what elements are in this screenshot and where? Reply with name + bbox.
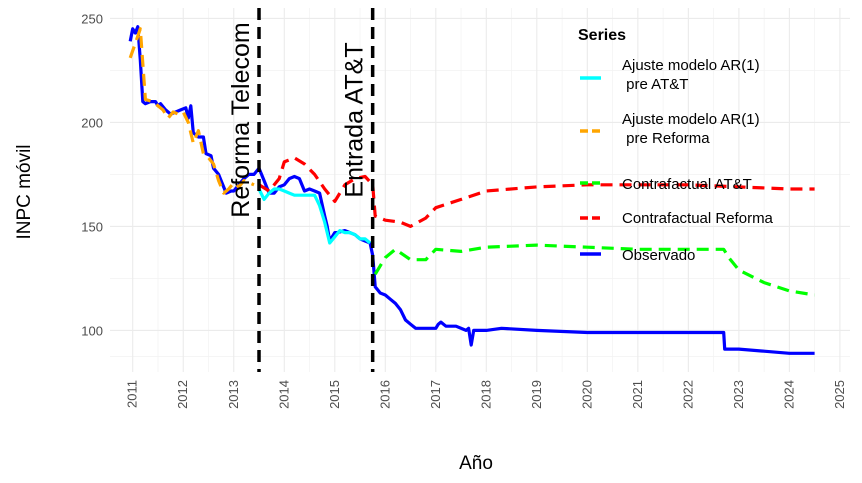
legend-label-1: Ajuste modelo AR(1) xyxy=(622,57,760,74)
x-tick-label: 2020 xyxy=(579,380,594,409)
event-label-1: Reforma Telecom xyxy=(227,22,255,217)
x-tick-label: 2013 xyxy=(226,380,241,409)
vline-layer: Reforma Telecom Entrada AT&T xyxy=(227,8,375,372)
x-tick-label: 2012 xyxy=(175,380,190,409)
y-tick-label: 100 xyxy=(81,323,103,338)
x-tick-label: 2019 xyxy=(529,380,544,409)
event-label-2: Entrada AT&T xyxy=(341,42,369,197)
legend-label-2: Ajuste modelo AR(1) xyxy=(622,111,760,128)
x-tick-label: 2024 xyxy=(781,380,796,409)
x-tick-label: 2017 xyxy=(428,380,443,409)
x-axis: 2011 2012 2013 2014 2015 2016 2017 2018 2019 2020… xyxy=(125,380,847,409)
legend-title: Series xyxy=(578,27,626,44)
y-tick-label: 150 xyxy=(81,219,103,234)
x-tick-label: 2014 xyxy=(276,380,291,409)
legend-label-1: pre AT&T xyxy=(622,76,688,93)
legend-label-3: Contrafactual AT&T xyxy=(622,176,752,193)
series-line-1 xyxy=(257,187,372,245)
y-axis-title: INPC móvil xyxy=(14,144,35,239)
series-line-3 xyxy=(373,243,815,297)
x-tick-label: 2011 xyxy=(125,380,140,408)
x-tick-label: 2016 xyxy=(377,380,392,409)
y-axis: 100 150 200 250 xyxy=(81,11,103,338)
x-tick-label: 2025 xyxy=(832,380,847,409)
x-axis-title: Año xyxy=(459,453,493,474)
x-tick-label: 2015 xyxy=(327,380,342,409)
series-layer xyxy=(128,25,815,355)
legend-label-5: Observado xyxy=(622,247,695,264)
x-tick-label: 2023 xyxy=(731,380,746,409)
legend-label-4: Contrafactual Reforma xyxy=(622,210,774,227)
y-tick-label: 250 xyxy=(81,11,103,26)
legend-label-2: pre Reforma xyxy=(622,130,710,147)
y-tick-label: 200 xyxy=(81,115,103,130)
x-tick-label: 2021 xyxy=(630,380,645,409)
series-line-4 xyxy=(258,156,815,228)
series-line-5 xyxy=(128,25,815,355)
x-tick-label: 2022 xyxy=(680,380,695,409)
legend: Series Ajuste modelo AR(1) pre AT&T Ajuste… xyxy=(578,27,774,264)
x-tick-label: 2018 xyxy=(478,380,493,409)
series-line-2 xyxy=(128,27,255,195)
